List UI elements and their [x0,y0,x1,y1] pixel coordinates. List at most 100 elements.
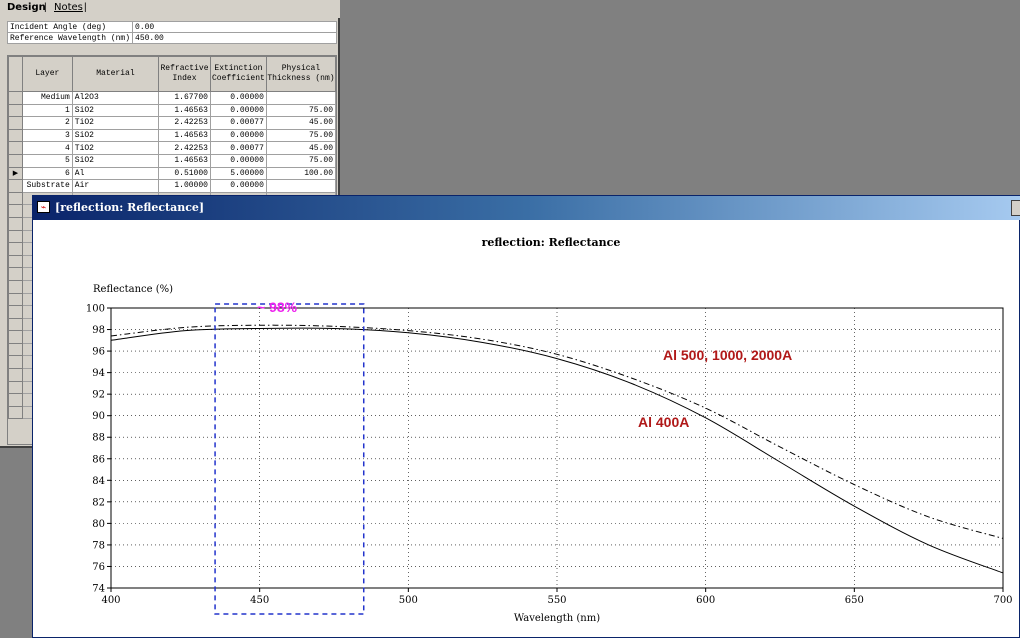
col-header-extinction[interactable]: Extinction Coefficient [209,56,267,92]
cell-material[interactable]: SiO2 [71,153,160,168]
x-tick-label: 450 [250,595,269,606]
cell-extinction[interactable]: 5.00000 [209,166,267,181]
cell-refractive-index[interactable]: 1.67700 [158,91,211,105]
plot-frame [110,307,1004,589]
current-row-marker: ▶ [12,169,19,178]
cell-extinction[interactable]: 0.00000 [209,103,267,118]
cell-material[interactable]: Al [71,166,160,181]
table-row[interactable]: 3 SiO2 1.46563 0.00000 75.00 [8,128,336,143]
series-group [110,324,1004,574]
cell-layer[interactable]: Substrate [21,179,73,193]
y-tick-label: 74 [92,584,105,595]
cell-extinction[interactable]: 0.00077 [209,141,267,155]
cell-extinction[interactable]: 0.00000 [209,153,267,168]
param-label: Reference Wavelength (nm) [6,32,134,44]
cell-extinction[interactable]: 0.00077 [209,116,267,130]
series-line-dashed [110,324,1004,539]
cell-refractive-index[interactable]: 1.46563 [158,103,211,118]
row-header [8,191,23,206]
cell-material[interactable]: SiO2 [71,103,160,118]
tab-notes[interactable]: Notes [54,2,83,13]
header-line: Thickness (nm) [267,74,335,83]
row-header[interactable] [8,91,23,105]
cell-material[interactable]: TiO2 [71,141,160,155]
col-header-layer[interactable]: Layer [21,56,73,92]
cell-extinction[interactable]: 0.00000 [209,91,267,105]
cell-refractive-index[interactable]: 1.46563 [158,153,211,168]
y-axis-label: Reflectance (%) [93,284,173,295]
cell-layer[interactable]: 1 [21,103,73,118]
y-tick-label: 92 [92,390,105,401]
annotation-98-percent: ~ 98% [257,299,298,315]
cell-thickness[interactable]: 75.00 [265,103,336,118]
header-line: Physical [281,64,321,73]
col-header-material[interactable]: Material [71,56,160,92]
table-row[interactable]: ▶ 6 Al 0.51000 5.00000 100.00 [8,166,336,181]
row-header [8,216,23,231]
table-row[interactable]: 2 TiO2 2.42253 0.00077 45.00 [8,116,336,130]
cell-layer[interactable]: Medium [21,91,73,105]
y-tick-label: 88 [92,433,105,444]
cell-refractive-index[interactable]: 1.46563 [158,128,211,143]
row-header-corner [8,56,23,92]
cell-refractive-index[interactable]: 2.42253 [158,116,211,130]
row-header [8,242,23,256]
table-row[interactable]: 4 TiO2 2.42253 0.00077 45.00 [8,141,336,155]
table-row[interactable]: 1 SiO2 1.46563 0.00000 75.00 [8,103,336,118]
cell-thickness[interactable]: 75.00 [265,128,336,143]
row-header[interactable]: ▶ [8,166,23,181]
cell-thickness[interactable]: 100.00 [265,166,336,181]
axis-ticks: 74 76 78 80 82 84 86 88 90 92 94 96 98 100 400 450 500 55… [86,304,1013,607]
y-tick-label: 90 [92,411,105,422]
cell-layer[interactable]: 6 [21,166,73,181]
table-row[interactable]: 5 SiO2 1.46563 0.00000 75.00 [8,153,336,168]
cell-layer[interactable]: 5 [21,153,73,168]
tab-design[interactable]: Design [7,2,46,13]
cell-refractive-index[interactable]: 1.00000 [158,179,211,193]
window-control-button[interactable] [1011,200,1020,216]
cell-extinction[interactable]: 0.00000 [209,128,267,143]
cell-thickness[interactable] [265,91,336,105]
cell-thickness[interactable]: 45.00 [265,141,336,155]
cell-thickness[interactable]: 75.00 [265,153,336,168]
row-header[interactable] [8,153,23,168]
cell-layer[interactable]: 2 [21,116,73,130]
table-row[interactable]: Medium Al2O3 1.67700 0.00000 [8,91,336,105]
incident-angle-field[interactable]: 0.00 [132,21,337,33]
chart-title: reflection: Reflectance [482,236,621,249]
y-tick-label: 94 [92,368,105,379]
row-header[interactable] [8,179,23,193]
y-tick-label: 100 [86,304,105,315]
cell-layer[interactable]: 3 [21,128,73,143]
y-tick-label: 78 [92,540,105,551]
x-tick-label: 600 [696,595,715,606]
param-row: Reference Wavelength (nm) 450.00 [6,32,337,44]
table-row[interactable]: Substrate Air 1.00000 0.00000 [8,179,336,193]
annotation-al-500-1000-2000: Al 500, 1000, 2000A [663,347,792,363]
col-header-refractive-index[interactable]: Refractive Index [158,56,211,92]
row-header[interactable] [8,141,23,155]
cell-material[interactable]: TiO2 [71,116,160,130]
cell-material[interactable]: Air [71,179,160,193]
cell-material[interactable]: Al2O3 [71,91,160,105]
row-header[interactable] [8,103,23,118]
row-header [8,342,23,357]
cell-thickness[interactable]: 45.00 [265,116,336,130]
cell-extinction[interactable]: 0.00000 [209,179,267,193]
x-tick-label: 400 [101,595,120,606]
row-header [8,279,23,294]
row-header [8,292,23,307]
cell-layer[interactable]: 4 [21,141,73,155]
col-header-thickness[interactable]: Physical Thickness (nm) [265,56,336,92]
header-line: Extinction [214,64,263,73]
header-line: Refractive [160,64,209,73]
cell-thickness[interactable] [265,179,336,193]
window-titlebar[interactable]: ⌁ [reflection: Reflectance] [33,196,1020,220]
param-label: Incident Angle (deg) [6,21,134,33]
row-header[interactable] [8,128,23,143]
cell-material[interactable]: SiO2 [71,128,160,143]
cell-refractive-index[interactable]: 2.42253 [158,141,211,155]
row-header[interactable] [8,116,23,130]
reference-wavelength-field[interactable]: 450.00 [132,32,337,44]
cell-refractive-index[interactable]: 0.51000 [158,166,211,181]
